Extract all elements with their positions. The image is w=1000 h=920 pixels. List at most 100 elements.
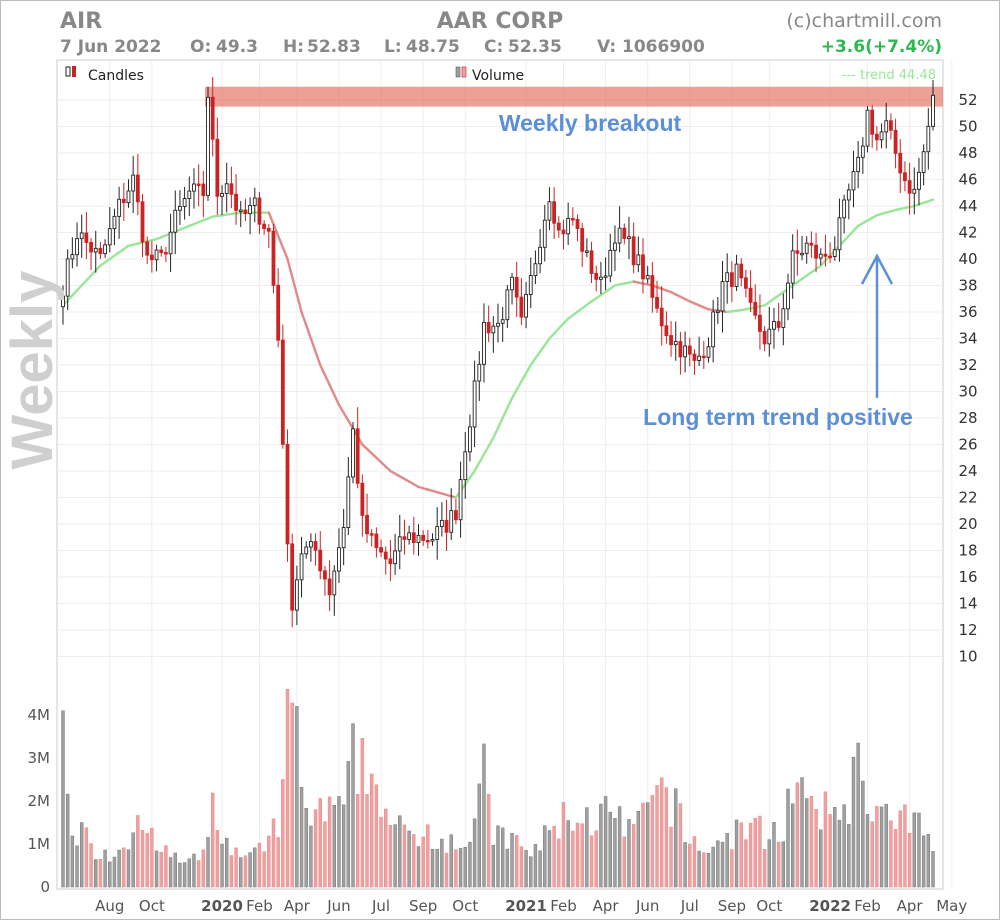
volume-bar [122,847,126,888]
price-tick-label: 48 [958,144,977,162]
candle [744,269,748,298]
candle [795,229,800,276]
candle-body [669,335,673,346]
candle [294,565,299,626]
candle-body [706,346,711,358]
volume-bar [234,847,238,888]
candle-body [70,254,75,260]
candle [748,270,753,313]
candle [818,248,823,266]
candle [734,254,739,291]
candle [84,212,89,260]
candle [683,331,687,373]
candle [570,207,575,226]
volume-bar [580,823,584,888]
candle-body [659,307,664,327]
candle [234,174,238,225]
candle [514,261,519,317]
trend-segment [347,419,355,430]
price-tick-label: 24 [958,462,977,480]
volume-bar [660,777,664,888]
candle-body [411,532,416,543]
candle-body [645,275,650,280]
candle-body [131,174,136,192]
volume-bar [744,839,748,888]
candle-body [552,201,557,224]
candle [631,222,636,274]
volume-bar [187,858,191,888]
volume-bar [683,842,687,888]
candle [425,530,430,549]
volume-bar [496,825,500,888]
volume-bar [173,852,177,888]
time-tick-label: Apr [897,897,924,915]
candle [140,193,145,258]
candle [449,488,454,541]
volume-bar [94,859,98,888]
volume-bar [215,830,220,888]
candle-body [641,254,645,280]
volume-tick-label: 0 [40,878,50,896]
candle-body [215,138,220,197]
volume-bar [865,814,870,888]
volume-bar [912,812,916,888]
price-tick-label: 30 [958,383,977,401]
candle-body [636,254,641,266]
candle [421,530,426,546]
candle-body [786,282,790,310]
trend-segment [927,198,935,203]
candle [444,499,449,551]
candle-body [337,547,341,572]
volume-bar [898,810,902,888]
candle [238,200,243,228]
candle-body [856,156,861,173]
candle-body [903,172,907,182]
candle-body [580,228,585,252]
volume-bar [594,830,598,888]
candle [309,533,313,562]
volume-bar [711,846,715,888]
candle [131,156,136,214]
candle [879,123,884,149]
candle-body [402,536,407,540]
volume-bar [80,822,84,888]
volume-bar [192,853,196,888]
candle-body [294,579,299,611]
time-axis: Aug Oct 2020 Feb Apr Jun Jul Sep Oct 2021 Feb Apr Ju… [95,897,967,915]
volume-bar [257,842,262,888]
candle-body [664,325,669,336]
candle [337,528,341,583]
candle [706,337,711,363]
candle [262,220,267,235]
volume-bar [117,849,121,888]
open-label: O: [190,37,211,57]
volume-bar [828,814,832,888]
candle-body [584,250,589,253]
candle-body [379,547,383,553]
candle [323,565,327,596]
low-value: 48.75 [406,37,460,57]
candle [828,242,832,263]
candle [538,229,542,274]
volume-bar [893,829,898,888]
time-tick-label: Sep [718,897,746,915]
candle [210,77,215,157]
candle [266,224,271,249]
candle-body [818,253,823,259]
candle-body [762,330,767,345]
candles [61,77,935,628]
trend-line [61,198,935,499]
candle-body [323,570,327,580]
volume-bar [290,702,294,888]
candle-body [369,533,374,536]
candle-body [781,308,786,328]
candle [299,536,304,598]
candle [510,272,514,305]
volume-bar [243,855,248,888]
candle-body [285,443,290,545]
candle [93,230,98,273]
candle-body [879,131,884,141]
price-tick-label: 12 [958,621,977,639]
volume-bar [253,847,257,888]
candle [524,282,528,329]
